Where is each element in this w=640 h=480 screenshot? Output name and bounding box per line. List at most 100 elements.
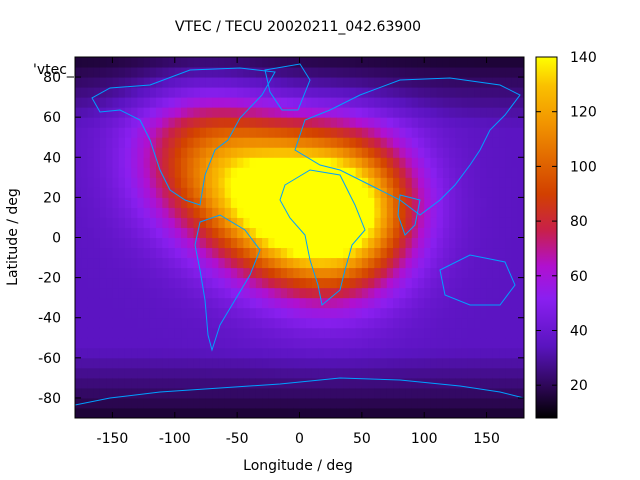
heatmap-cell: [243, 137, 251, 148]
heatmap-cell: [287, 347, 294, 359]
heatmap-cell: [93, 357, 101, 369]
heatmap-cell: [181, 157, 188, 168]
heatmap-cell: [455, 127, 463, 138]
heatmap-cell: [224, 297, 232, 309]
heatmap-cell: [436, 327, 444, 339]
heatmap-cell: [442, 367, 450, 379]
heatmap-cell: [174, 307, 182, 319]
heatmap-cell: [480, 207, 488, 218]
heatmap-cell: [455, 57, 463, 68]
heatmap-cell: [336, 207, 344, 218]
heatmap-cell: [305, 397, 313, 409]
heatmap-cell: [505, 227, 513, 238]
heatmap-cell: [274, 317, 282, 329]
heatmap-cell: [368, 247, 375, 259]
heatmap-cell: [293, 147, 300, 158]
heatmap-cell: [243, 377, 251, 389]
heatmap-cell: [405, 337, 413, 349]
coastline-australia: [439, 254, 516, 306]
heatmap-cell: [436, 187, 444, 198]
heatmap-cell: [380, 87, 388, 98]
heatmap-cell: [355, 377, 363, 389]
heatmap-cell: [149, 107, 157, 118]
heatmap-cell: [268, 147, 276, 158]
heatmap-cell: [380, 197, 388, 208]
heatmap-cell: [99, 157, 107, 168]
heatmap-cell: [280, 347, 288, 359]
heatmap-cell: [449, 237, 456, 249]
heatmap-cell: [336, 137, 344, 148]
heatmap-cell: [162, 377, 170, 389]
heatmap-cell: [399, 57, 407, 68]
heatmap-cell: [243, 167, 251, 178]
heatmap-cell: [374, 267, 382, 279]
heatmap-cell: [393, 387, 400, 399]
heatmap-cell: [374, 347, 382, 359]
heatmap-cell: [499, 297, 506, 309]
heatmap-cell: [224, 357, 232, 369]
heatmap-cell: [118, 277, 126, 289]
heatmap-cell: [343, 227, 350, 238]
heatmap-cell: [517, 107, 524, 118]
heatmap-cell: [449, 247, 456, 259]
heatmap-cell: [405, 57, 413, 68]
heatmap-cell: [93, 97, 101, 108]
heatmap-cell: [461, 107, 469, 118]
heatmap-cell: [87, 277, 95, 289]
heatmap-cell: [87, 267, 95, 279]
heatmap-cell: [187, 297, 194, 309]
heatmap-cell: [343, 67, 350, 78]
heatmap-cell: [299, 167, 307, 178]
heatmap-cell: [293, 247, 300, 259]
heatmap-cell: [280, 237, 288, 249]
heatmap-cell: [99, 367, 107, 379]
heatmap-cell: [187, 387, 194, 399]
heatmap-cell: [199, 187, 207, 198]
heatmap-cell: [162, 127, 170, 138]
heatmap-cell: [143, 107, 151, 118]
heatmap-cell: [218, 327, 226, 339]
heatmap-cell: [461, 117, 469, 128]
heatmap-cell: [230, 107, 238, 118]
heatmap-cell: [486, 397, 494, 409]
heatmap-cell: [424, 67, 431, 78]
heatmap-cell: [268, 217, 276, 228]
heatmap-cell: [411, 397, 419, 409]
heatmap-cell: [205, 137, 213, 148]
heatmap-cell: [330, 357, 338, 369]
heatmap-cell: [511, 307, 519, 319]
heatmap-cell: [355, 207, 363, 218]
heatmap-cell: [293, 197, 300, 208]
heatmap-cell: [505, 307, 513, 319]
heatmap-cell: [112, 327, 120, 339]
heatmap-cell: [268, 127, 276, 138]
heatmap-cell: [174, 367, 182, 379]
heatmap-cell: [293, 297, 300, 309]
heatmap-cell: [124, 287, 132, 299]
heatmap-cell: [411, 57, 419, 68]
heatmap-cell: [517, 297, 524, 309]
heatmap-cell: [355, 407, 363, 418]
heatmap-cell: [268, 57, 276, 68]
heatmap-cell: [343, 137, 350, 148]
heatmap-cell: [461, 197, 469, 208]
heatmap-cell: [499, 377, 506, 389]
heatmap-cell: [442, 167, 450, 178]
heatmap-cell: [187, 397, 194, 409]
heatmap-cell: [336, 217, 344, 228]
heatmap-cell: [280, 97, 288, 108]
heatmap-cell: [212, 267, 219, 279]
heatmap-cell: [287, 97, 294, 108]
heatmap-cell: [330, 407, 338, 418]
heatmap-cell: [212, 107, 219, 118]
heatmap-cell: [212, 197, 219, 208]
heatmap-cell: [199, 267, 207, 279]
heatmap-cell: [199, 177, 207, 188]
heatmap-cell: [187, 67, 194, 78]
heatmap-cell: [149, 357, 157, 369]
heatmap-cell: [517, 97, 524, 108]
heatmap-cell: [417, 367, 425, 379]
heatmap-cell: [380, 327, 388, 339]
heatmap-cell: [405, 277, 413, 289]
heatmap-cell: [162, 57, 170, 68]
